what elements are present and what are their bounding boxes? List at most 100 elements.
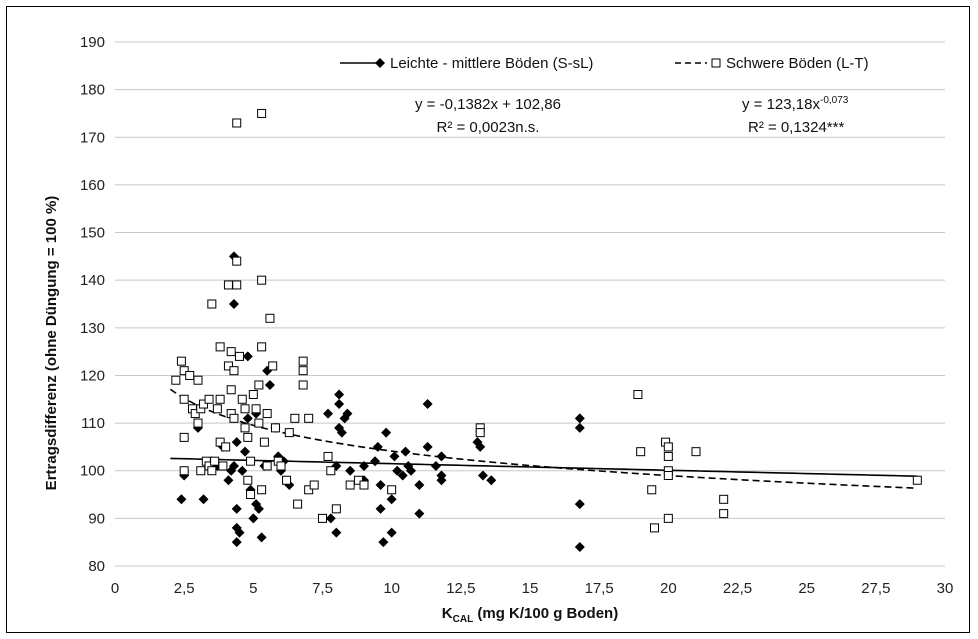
- point-square: [359, 480, 369, 490]
- point-diamond: [477, 470, 488, 481]
- point-diamond: [231, 503, 242, 514]
- point-diamond: [386, 494, 397, 505]
- point-square: [262, 409, 272, 419]
- legend-diamond-icon: [375, 58, 385, 68]
- point-square: [246, 490, 256, 500]
- point-square: [179, 432, 189, 442]
- point-square: [262, 461, 272, 471]
- point-square: [237, 394, 247, 404]
- y-tick-label: 80: [88, 558, 105, 575]
- point-square: [223, 280, 233, 290]
- point-square: [254, 380, 264, 390]
- point-square: [176, 356, 186, 366]
- point-diamond: [375, 503, 386, 514]
- point-diamond: [331, 527, 342, 538]
- point-square: [232, 256, 242, 266]
- y-tick-label: 170: [80, 129, 105, 146]
- y-tick-label: 180: [80, 82, 105, 99]
- point-diamond: [475, 441, 486, 452]
- equation-power-line1: y = 123,18x-0,073: [742, 95, 849, 113]
- point-square: [215, 394, 225, 404]
- point-square: [212, 404, 222, 414]
- point-square: [240, 423, 250, 433]
- point-square: [353, 475, 363, 485]
- point-diamond: [400, 446, 411, 457]
- data-points: [171, 108, 922, 552]
- point-diamond: [228, 299, 239, 309]
- legend: Leichte - mittlere Böden (S-sL) Schwere …: [340, 55, 869, 72]
- y-tick-label: 130: [80, 320, 105, 337]
- point-diamond: [176, 494, 187, 505]
- point-square: [248, 390, 258, 400]
- point-diamond: [436, 451, 447, 462]
- point-square: [179, 394, 189, 404]
- point-square: [663, 513, 673, 523]
- point-square: [179, 366, 189, 376]
- point-diamond: [242, 413, 253, 424]
- y-tick-label: 190: [80, 34, 105, 51]
- trendlines: [169, 388, 918, 489]
- point-diamond: [228, 460, 239, 471]
- point-square: [257, 485, 267, 495]
- point-diamond: [375, 480, 386, 491]
- x-tick-label: 20: [660, 580, 677, 597]
- point-diamond: [378, 537, 389, 548]
- point-diamond: [574, 413, 585, 424]
- point-square: [179, 466, 189, 476]
- point-square: [229, 413, 239, 423]
- point-square: [265, 313, 275, 323]
- point-square: [257, 275, 267, 285]
- y-tick-label: 90: [88, 510, 105, 527]
- point-diamond: [389, 451, 400, 462]
- point-diamond: [359, 460, 369, 471]
- point-square: [199, 399, 209, 409]
- point-square: [193, 375, 203, 385]
- point-square: [326, 466, 336, 476]
- point-diamond: [422, 399, 433, 410]
- point-square: [293, 499, 303, 509]
- point-square: [331, 504, 341, 514]
- point-diamond: [231, 537, 242, 548]
- x-tick-label: 25: [798, 580, 815, 597]
- trendline-linear: [170, 457, 918, 477]
- point-square: [663, 442, 673, 452]
- point-square: [235, 351, 244, 361]
- point-diamond: [234, 527, 245, 538]
- x-axis-title-main: K: [442, 605, 453, 622]
- trendline-power: [169, 388, 918, 489]
- point-diamond: [325, 513, 336, 524]
- point-diamond: [422, 441, 433, 452]
- equation-power-exponent: -0,073: [820, 95, 849, 106]
- y-axis-title: Ertragsdifferenz (ohne Düngung = 100 %): [43, 196, 60, 491]
- point-square: [218, 461, 228, 471]
- point-square: [223, 361, 233, 371]
- point-diamond: [264, 379, 275, 390]
- point-diamond: [486, 475, 497, 486]
- x-tick-label: 7,5: [312, 580, 333, 597]
- legend-label-series-1: Leichte - mittlere Böden (S-sL): [390, 55, 593, 72]
- point-square: [650, 523, 659, 533]
- point-square: [284, 428, 294, 438]
- point-diamond: [240, 446, 251, 457]
- point-square: [221, 442, 231, 452]
- point-square: [246, 456, 256, 466]
- point-square: [298, 356, 308, 366]
- y-tick-label: 100: [80, 463, 105, 480]
- point-square: [719, 494, 729, 504]
- point-square: [912, 475, 922, 485]
- point-square: [232, 280, 242, 290]
- y-tick-label: 110: [81, 415, 105, 432]
- y-tick-labels: 80 90 100 110 120 130 140 150 160 170 180 190: [80, 34, 105, 575]
- x-axis-title: KCAL (mg K/100 g Boden): [442, 605, 618, 625]
- point-square: [268, 361, 278, 371]
- point-diamond: [334, 399, 345, 410]
- point-diamond: [414, 508, 425, 519]
- point-square: [204, 394, 214, 404]
- x-tick-label: 12,5: [446, 580, 475, 597]
- point-square: [243, 475, 253, 485]
- point-square: [185, 370, 195, 380]
- x-tick-label: 0: [111, 580, 119, 597]
- point-diamond: [334, 389, 345, 400]
- point-diamond: [386, 527, 397, 538]
- point-square: [304, 413, 314, 423]
